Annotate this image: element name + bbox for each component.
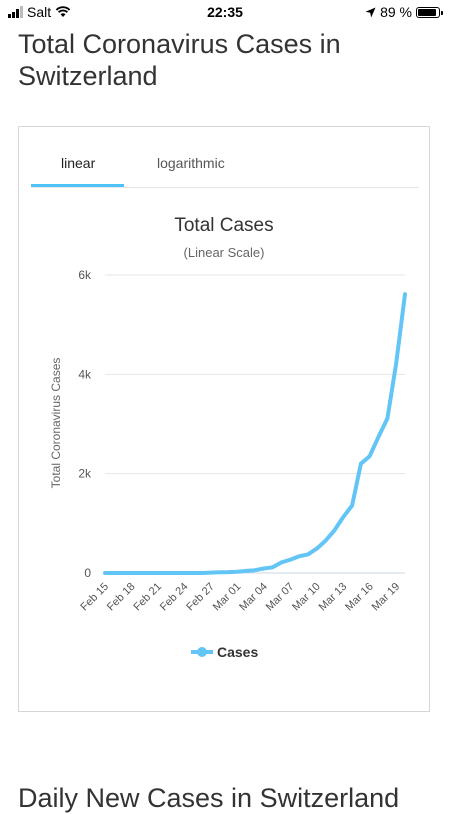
chart-card: linear logarithmic Total Cases (Linear S… (18, 126, 430, 712)
battery-percent: 89 % (380, 4, 412, 20)
tab-linear[interactable]: linear (61, 155, 96, 171)
status-bar: Salt 22:35 89 % (0, 0, 450, 24)
legend-label: Cases (217, 644, 258, 660)
x-tick-label: Feb 21 (131, 581, 164, 614)
y-tick-label: 0 (84, 566, 91, 580)
x-tick-label: Feb 27 (184, 581, 217, 614)
x-tick-label: Mar 04 (237, 581, 270, 614)
active-tab-indicator (31, 184, 124, 187)
carrier-name: Salt (27, 4, 52, 20)
clock: 22:35 (207, 4, 243, 20)
x-tick-label: Mar 01 (211, 581, 244, 614)
signal-icon (8, 6, 23, 18)
series-group (103, 292, 407, 575)
x-tick-label: Mar 13 (317, 581, 350, 614)
page-title: Total Coronavirus Cases in Switzerland (18, 29, 341, 91)
battery-icon (416, 6, 443, 18)
y-tick-label: 6k (78, 268, 92, 282)
next-section-title: Daily New Cases in Switzerland (18, 783, 400, 813)
y-tick-label: 2k (78, 467, 92, 481)
cases-line-chart: Total Cases (Linear Scale) Total Coronav… (49, 215, 407, 660)
y-axis-ticks: 0 2k 4k 6k (78, 268, 92, 580)
x-tick-label: Feb 18 (105, 581, 138, 614)
status-right: 89 % (365, 4, 443, 20)
wifi-icon (55, 6, 71, 17)
y-axis-label: Total Coronavirus Cases (49, 358, 63, 489)
tab-logarithmic[interactable]: logarithmic (157, 155, 225, 171)
x-tick-label: Mar 10 (290, 581, 323, 614)
x-tick-label: Mar 07 (264, 581, 297, 614)
legend-swatch-marker (197, 647, 207, 657)
x-tick-label: Feb 24 (158, 581, 191, 614)
x-tick-label: Mar 16 (343, 581, 376, 614)
chart-subtitle: (Linear Scale) (184, 245, 265, 260)
location-arrow-icon (365, 7, 376, 17)
series-line-cases (103, 292, 407, 575)
status-left: Salt (8, 4, 71, 20)
chart-title: Total Cases (174, 215, 273, 236)
x-tick-label: Mar 19 (370, 581, 403, 614)
grid-lines (105, 274, 405, 574)
x-tick-label: Feb 15 (78, 581, 111, 614)
scale-tabs: linear logarithmic (31, 127, 419, 188)
legend[interactable]: Cases (191, 644, 258, 660)
y-tick-label: 4k (78, 367, 92, 381)
